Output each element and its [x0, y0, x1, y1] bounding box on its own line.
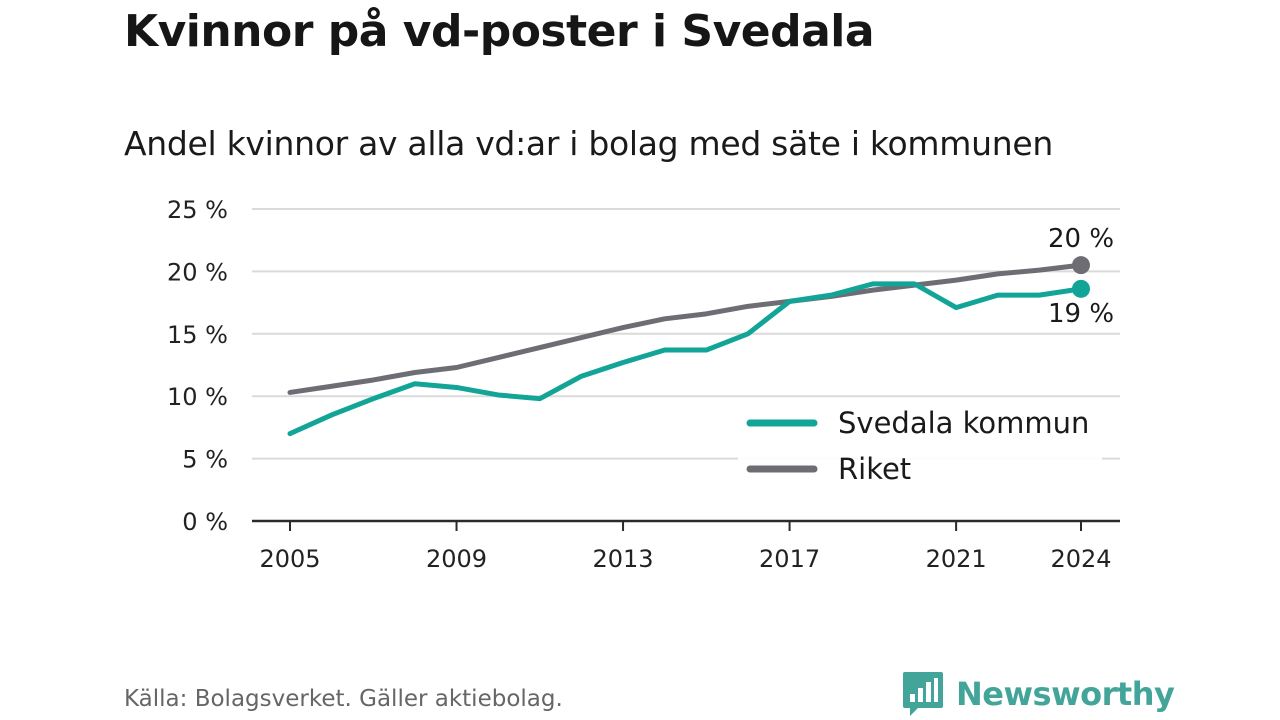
y-tick-label: 15 % [167, 321, 228, 349]
newsworthy-logo-icon [903, 672, 943, 716]
source-note: Källa: Bolagsverket. Gäller aktiebolag. [124, 686, 563, 712]
y-tick-label: 5 % [182, 446, 228, 474]
y-tick-label: 10 % [167, 383, 228, 411]
y-tick-label: 20 % [167, 258, 228, 286]
brand-name: Newsworthy [956, 675, 1175, 713]
x-tick-label: 2017 [759, 545, 820, 573]
chart-subtitle: Andel kvinnor av alla vd:ar i bolag med … [124, 124, 1053, 163]
chart-title: Kvinnor på vd-poster i Svedala [124, 6, 875, 57]
grid-lines [252, 208, 1120, 460]
end-value-label: 20 % [1048, 224, 1114, 254]
series-lines [287, 256, 1090, 437]
legend-label: Svedala kommun [838, 406, 1089, 440]
legend-background [738, 398, 1102, 494]
end-point-riket [1072, 256, 1090, 275]
x-tick-label: 2013 [593, 545, 654, 573]
end-labels: 19 % 20 % [1048, 224, 1114, 329]
brand: Newsworthy [902, 670, 1175, 718]
y-tick-label: 25 % [167, 196, 228, 224]
end-value-label: 19 % [1048, 299, 1114, 329]
x-tick-label: 2024 [1050, 545, 1111, 573]
x-tick-label: 2021 [926, 545, 987, 573]
end-point-svedala [1072, 279, 1090, 298]
x-tick-label: 2005 [259, 545, 320, 573]
y-axis-labels: 0 % 5 % 10 % 15 % 20 % 25 % [167, 196, 228, 536]
x-axis: 2005 2009 2013 2017 2021 2024 [252, 519, 1120, 573]
series-line-svedala [287, 281, 1084, 437]
legend-label: Riket [838, 452, 911, 486]
x-tick-label: 2009 [426, 545, 487, 573]
legend: Svedala kommun Riket [738, 398, 1102, 494]
y-tick-label: 0 % [182, 508, 228, 536]
series-line-riket [287, 262, 1084, 395]
